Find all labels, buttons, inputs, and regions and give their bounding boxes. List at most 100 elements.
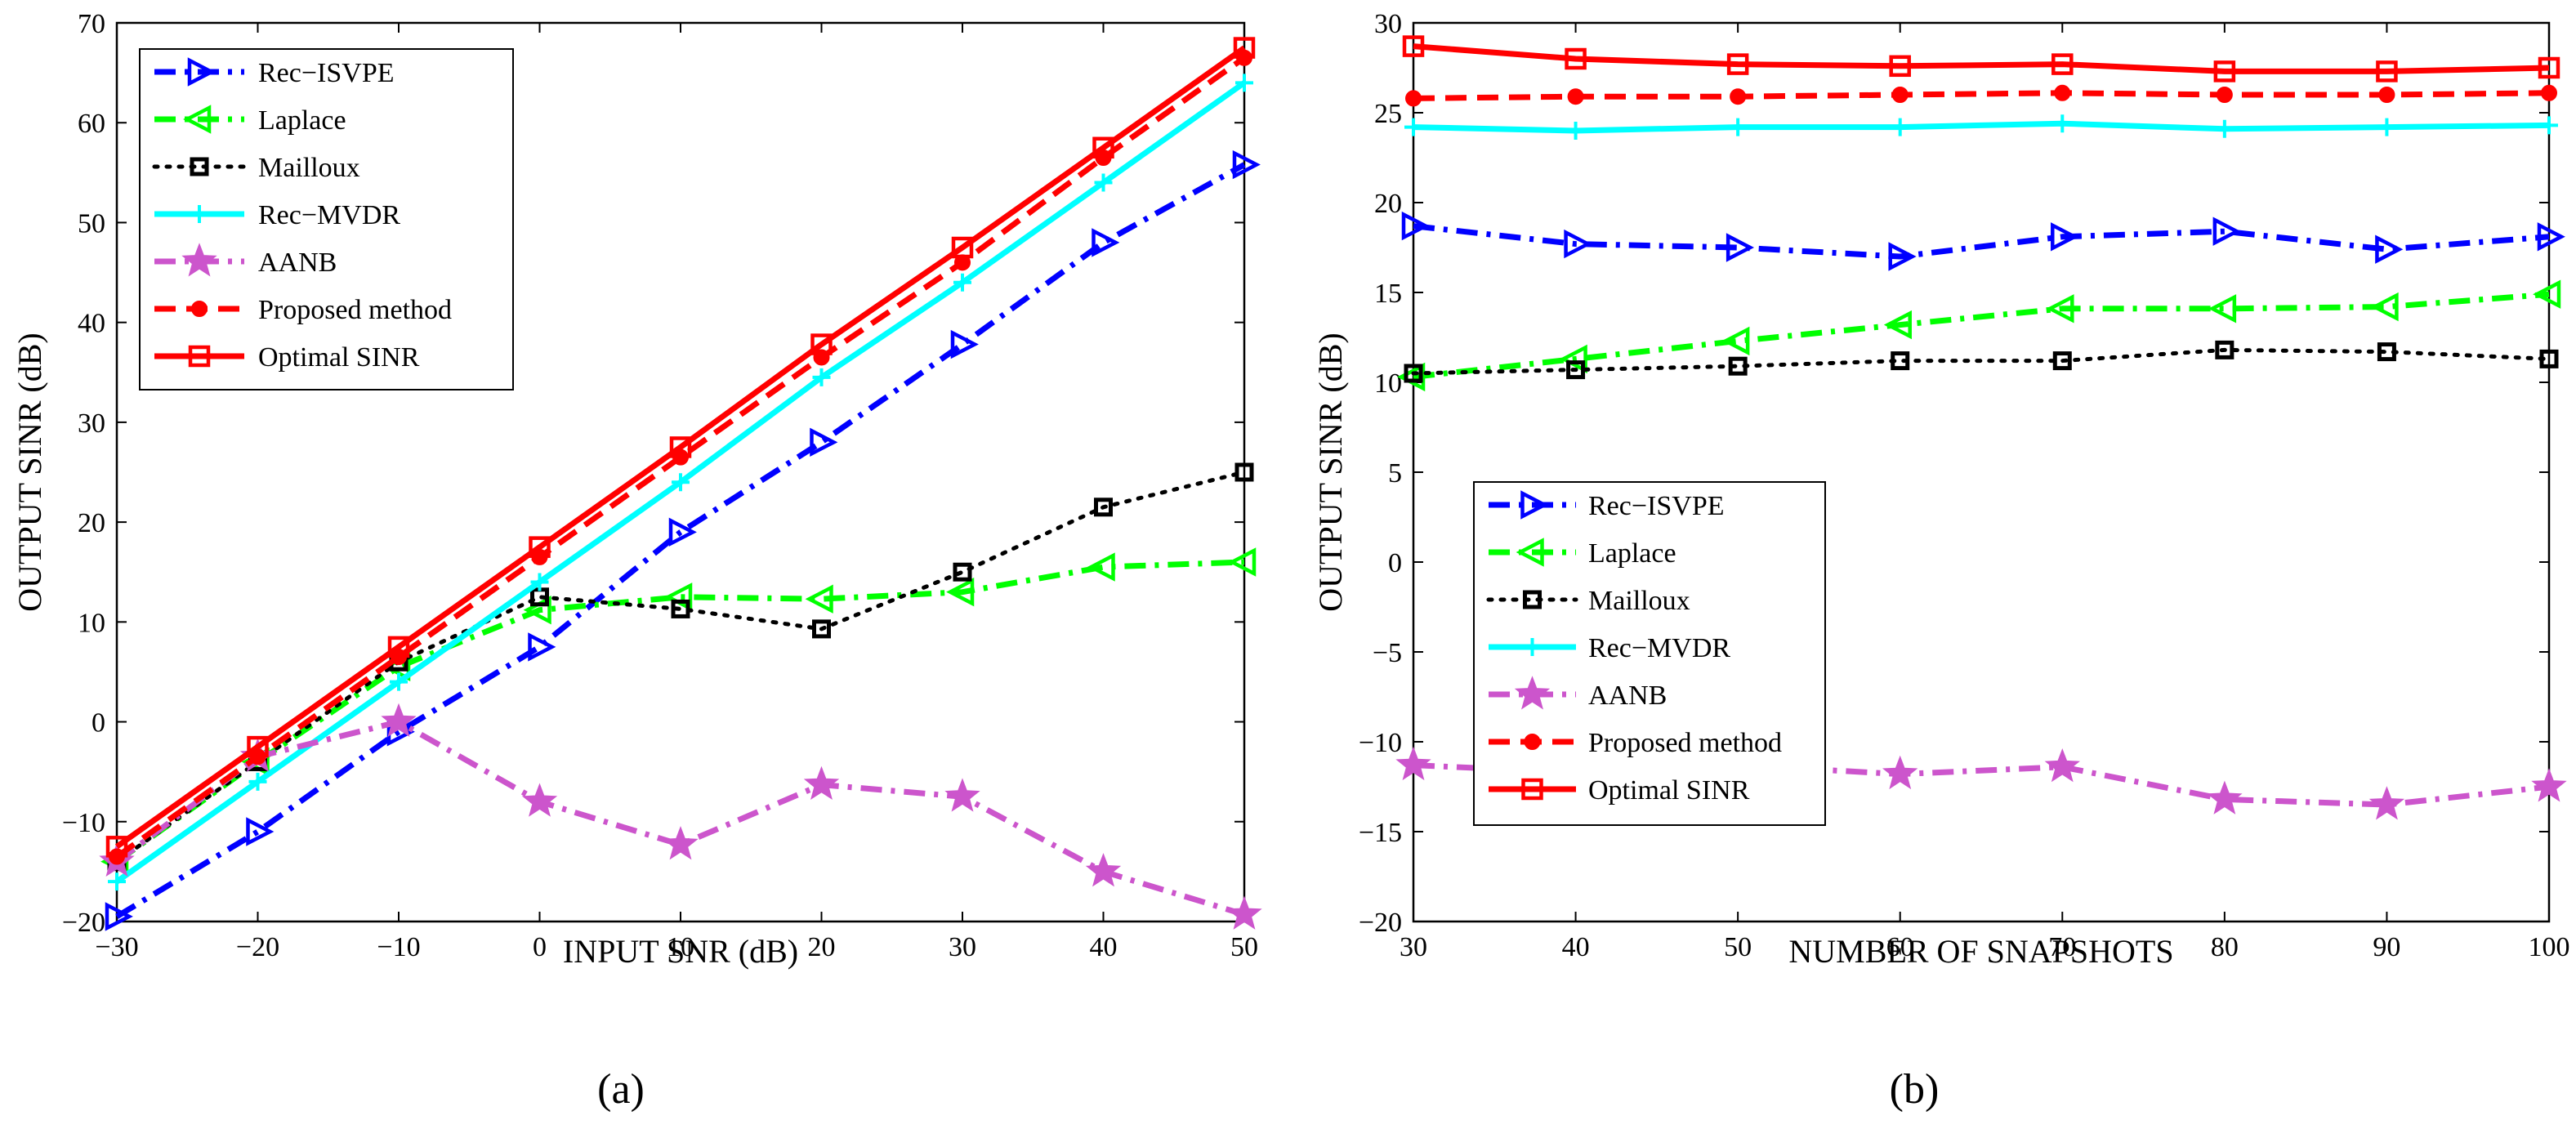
x-tick-label: −30 <box>95 932 138 962</box>
y-tick-label: 20 <box>1374 189 1402 219</box>
x-tick-label: 70 <box>2048 932 2076 962</box>
x-tick-label: 40 <box>1562 932 1590 962</box>
legend-label: Laplace <box>258 105 346 136</box>
data-point-mailloux <box>671 599 690 618</box>
chart-panel-b: 30 40 50 60 70 80 90 100−20−15−10−5051015202530… <box>1312 9 2570 1113</box>
data-point-optimal-sinr <box>1233 37 1256 59</box>
legend-entry-rec-mvdr: Rec−MVDR <box>1489 633 1730 663</box>
data-point-rec-isvpe <box>2375 234 2404 264</box>
data-point-optimal-sinr <box>2051 53 2074 75</box>
legend-entry-optimal-sinr: Optimal SINR <box>154 342 420 373</box>
data-point-proposed-method <box>2054 84 2071 101</box>
legend-marker <box>1523 590 1542 609</box>
data-point-optimal-sinr <box>951 236 974 259</box>
data-point-aanb <box>1882 755 1918 790</box>
legend-marker <box>1521 778 1543 801</box>
data-point-mailloux <box>1404 364 1423 383</box>
legend-entry-rec-mvdr: Rec−MVDR <box>154 200 400 230</box>
data-point-optimal-sinr <box>669 436 692 458</box>
data-point-rec-mvdr <box>1729 118 1748 136</box>
data-point-proposed-method <box>2378 87 2395 103</box>
data-point-rec-mvdr <box>953 273 971 292</box>
y-tick-label: −10 <box>62 808 105 838</box>
x-tick-label: 100 <box>2529 932 2570 962</box>
series-line-proposed-method <box>114 55 1247 859</box>
legend-label: Mailloux <box>258 153 360 183</box>
data-point-optimal-sinr <box>1565 47 1587 70</box>
series-line-laplace <box>1413 291 2550 380</box>
x-tick-label: 30 <box>1400 932 1427 962</box>
data-point-laplace <box>946 577 975 607</box>
y-tick-label: 10 <box>78 608 105 638</box>
data-point-rec-mvdr <box>248 772 267 791</box>
data-point-rec-mvdr <box>108 872 126 891</box>
legend-marker <box>1514 676 1551 710</box>
series-line-rec-isvpe <box>1413 223 2550 260</box>
data-point-rec-mvdr <box>1891 118 1909 136</box>
y-tick-label: 30 <box>1374 9 1402 39</box>
data-point-mailloux <box>1094 498 1113 517</box>
data-point-rec-isvpe <box>2051 222 2079 252</box>
legend-marker <box>181 243 217 277</box>
data-point-rec-mvdr <box>1094 173 1113 192</box>
y-axis-label-a: OUTPUT SINR (dB) <box>11 332 48 612</box>
series-rec-mvdr <box>1404 114 2558 140</box>
legend-marker <box>183 105 212 134</box>
data-point-mailloux <box>953 562 972 582</box>
data-point-aanb <box>2207 780 2243 814</box>
series-laplace <box>1397 279 2561 392</box>
data-point-aanb <box>1226 895 1262 930</box>
legend-label: Laplace <box>1588 538 1676 569</box>
data-point-optimal-sinr <box>529 536 551 558</box>
series-optimal-sinr <box>105 37 1256 858</box>
data-point-laplace <box>2046 294 2074 324</box>
series-line-rec-isvpe <box>115 162 1246 919</box>
data-point-aanb <box>2368 786 2405 820</box>
x-tick-label: 0 <box>533 932 547 962</box>
data-point-rec-mvdr <box>672 473 690 492</box>
legend-label: Rec−ISVPE <box>1588 491 1725 521</box>
legend-box-a <box>139 48 514 390</box>
x-tick-label: 50 <box>1230 932 1258 962</box>
data-point-rec-isvpe <box>2537 222 2565 252</box>
data-point-rec-isvpe <box>105 902 133 931</box>
legend-label: Rec−ISVPE <box>258 58 395 88</box>
legend-marker <box>1520 490 1549 520</box>
legend-entry-rec-isvpe: Rec−ISVPE <box>154 57 395 88</box>
data-point-rec-isvpe <box>810 427 838 457</box>
data-point-rec-mvdr <box>1566 122 1585 140</box>
data-point-laplace <box>1087 552 1115 582</box>
y-tick-label: 40 <box>78 309 105 339</box>
data-point-laplace <box>2533 279 2561 309</box>
legend-entry-laplace: Laplace <box>1489 538 1676 569</box>
data-point-rec-mvdr <box>2377 118 2396 136</box>
legend-entry-optimal-sinr: Optimal SINR <box>1489 775 1750 806</box>
series-line-optimal-sinr <box>1413 43 2550 74</box>
legend-label: Mailloux <box>1588 586 1690 616</box>
legend-entry-aanb: AANB <box>154 243 337 278</box>
data-point-rec-isvpe <box>1726 233 1755 262</box>
y-tick-label: −20 <box>62 908 105 938</box>
y-tick-label: 5 <box>1388 458 1402 489</box>
series-rec-mvdr <box>108 74 1253 891</box>
series-line-mailloux <box>114 470 1247 864</box>
x-tick-label: 20 <box>808 932 836 962</box>
data-point-rec-mvdr <box>530 573 549 591</box>
data-point-rec-isvpe <box>1564 229 1592 259</box>
data-point-aanb <box>944 778 980 812</box>
x-tick-label: 50 <box>1724 932 1752 962</box>
data-point-rec-mvdr <box>2215 119 2234 138</box>
data-point-optimal-sinr <box>247 735 269 758</box>
series-line-laplace <box>114 559 1245 864</box>
data-point-laplace <box>2370 292 2399 322</box>
data-point-optimal-sinr <box>387 636 410 658</box>
legend-label: Proposed method <box>1588 728 1782 758</box>
legend-entry-mailloux: Mailloux <box>1486 586 1690 616</box>
data-point-optimal-sinr <box>1402 35 1425 57</box>
legend-marker <box>187 57 216 87</box>
data-point-rec-mvdr <box>812 368 831 386</box>
data-point-optimal-sinr <box>810 333 833 355</box>
data-point-mailloux <box>812 619 831 639</box>
legend-marker <box>190 205 208 223</box>
series-layer-b <box>1395 35 2567 820</box>
